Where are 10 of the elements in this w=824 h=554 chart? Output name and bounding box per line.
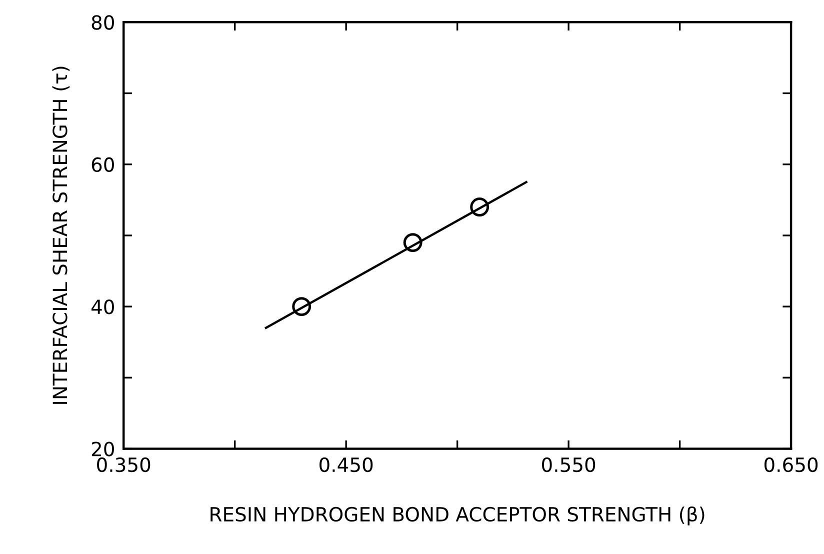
y-tick-label: 40 bbox=[91, 300, 114, 314]
y-axis-title: INTERFACIAL SHEAR STRENGTH (τ) bbox=[52, 66, 70, 404]
y-tick-label: 60 bbox=[92, 157, 114, 172]
x-tick-label: 0.450 bbox=[320, 457, 373, 472]
y-tick-label: 80 bbox=[92, 15, 114, 30]
y-tick-label: 20 bbox=[92, 442, 114, 456]
x-tick-label: 0.650 bbox=[764, 457, 818, 472]
x-axis-title: RESIN HYDROGEN BOND ACCEPTOR STRENGTH (β) bbox=[210, 506, 704, 526]
x-tick-label: 0.550 bbox=[542, 457, 596, 472]
x-tick-label: 0.350 bbox=[97, 457, 150, 472]
